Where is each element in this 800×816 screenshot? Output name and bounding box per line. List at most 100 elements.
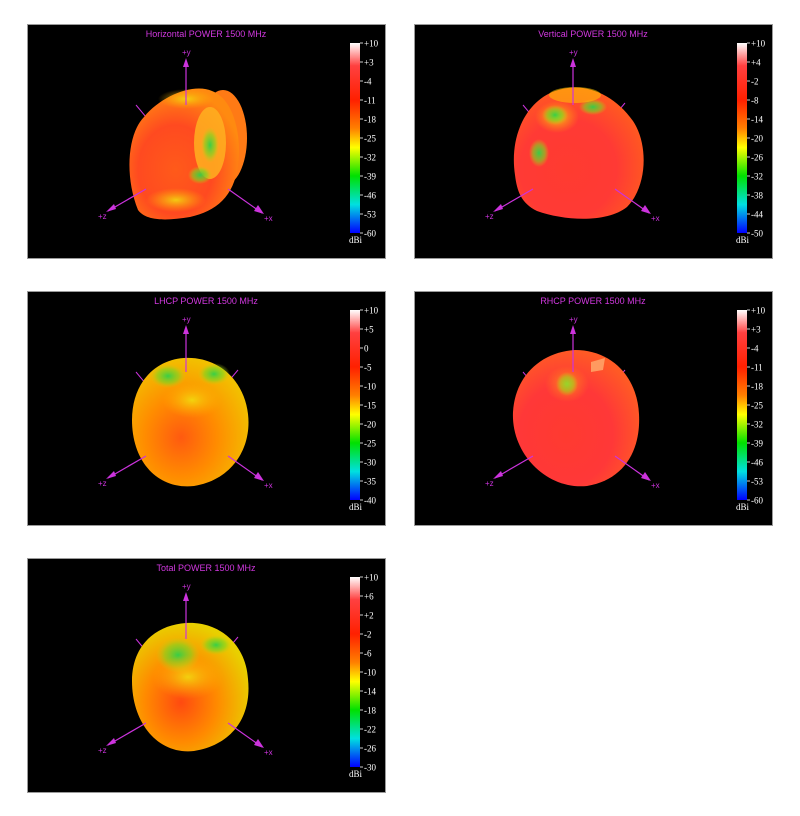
colorbar-tick-label: -18 xyxy=(364,706,376,716)
colorbar-tick-label: -10 xyxy=(364,668,376,678)
colorbar-tick-label: -25 xyxy=(364,134,376,144)
x-axis-label: +x xyxy=(264,748,273,757)
colorbar-tick-label: -44 xyxy=(751,210,763,220)
pattern-panel-lhcp: LHCP POWER 1500 MHz +y +z +x +10 +5 0 -5 -10 -15 -… xyxy=(27,291,386,526)
colorbar-tick-label: +10 xyxy=(364,39,379,49)
y-axis-arrow xyxy=(570,58,576,67)
colorbar-tick-label: +10 xyxy=(364,306,379,316)
colorbar-tick-label: +2 xyxy=(364,611,374,621)
x-axis-label: +x xyxy=(651,214,660,223)
z-axis-arrow xyxy=(493,204,503,212)
y-axis-arrow xyxy=(183,58,189,67)
z-axis-label: +z xyxy=(98,479,107,488)
axes: +y +z +x xyxy=(485,315,660,490)
radiation-pattern-surface xyxy=(132,357,249,487)
colorbar-gradient xyxy=(350,577,360,767)
colorbar-tick-label: +10 xyxy=(751,39,766,49)
z-axis-label: +z xyxy=(98,746,107,755)
colorbar-tick-label: +3 xyxy=(364,58,374,68)
colorbar-tick-label: -20 xyxy=(364,420,376,430)
colorbar-tick-label: -11 xyxy=(751,363,763,373)
radiation-pattern-surface xyxy=(129,88,247,220)
axes: +y +z +x xyxy=(98,582,273,757)
radiation-pattern-surface xyxy=(512,350,640,487)
colorbar-tick-label: -2 xyxy=(364,630,372,640)
x-axis-arrow xyxy=(254,205,264,214)
pattern-panel-rhcp: RHCP POWER 1500 MHz +y +z +x +10 +3 -4 -11 -18 -2… xyxy=(414,291,773,526)
colorbar-tick-label: -10 xyxy=(364,382,376,392)
y-axis-arrow xyxy=(183,592,189,601)
colorbar-tick-label: 0 xyxy=(364,344,369,354)
x-axis-arrow xyxy=(641,205,651,214)
y-axis-label: +y xyxy=(182,315,191,324)
colorbar-tick-label: -18 xyxy=(751,382,763,392)
colorbar-gradient xyxy=(350,310,360,500)
x-axis-label: +x xyxy=(651,481,660,490)
colorbar-gradient xyxy=(350,43,360,233)
radiation-pattern-surface xyxy=(513,87,644,219)
y-axis-label: +y xyxy=(569,315,578,324)
colorbar-tick-label: +6 xyxy=(364,592,374,602)
y-axis-arrow xyxy=(183,325,189,334)
colorbar-tick-label: -30 xyxy=(364,458,376,468)
colorbar-gradient xyxy=(737,310,747,500)
colorbar-unit-label: dBi xyxy=(736,235,750,245)
panel-title: Vertical POWER 1500 MHz xyxy=(538,29,648,39)
colorbar-tick-label: -8 xyxy=(751,96,759,106)
colorbar-tick-label: -30 xyxy=(364,763,376,773)
x-axis-label: +x xyxy=(264,481,273,490)
colorbar-tick-label: -39 xyxy=(364,172,376,182)
z-axis-arrow xyxy=(106,738,116,746)
z-axis-arrow xyxy=(493,471,503,479)
panel-title: RHCP POWER 1500 MHz xyxy=(540,296,646,306)
colorbar-tick-label: +10 xyxy=(364,573,379,583)
colorbar-tick-label: +10 xyxy=(751,306,766,316)
colorbar-tick-label: -39 xyxy=(751,439,763,449)
colorbar-tick-label: -46 xyxy=(751,458,763,468)
axes: +y +z +x xyxy=(98,315,273,490)
y-axis-label: +y xyxy=(182,582,191,591)
colorbar-tick-label: -46 xyxy=(364,191,376,201)
colorbar-tick-label: -25 xyxy=(751,401,763,411)
pattern-panel-vertical: Vertical POWER 1500 MHz +y +z +x +10 +4 -2 -8 -1… xyxy=(414,24,773,259)
x-axis-arrow xyxy=(254,472,264,481)
panel-title: LHCP POWER 1500 MHz xyxy=(154,296,258,306)
colorbar-tick-label: -22 xyxy=(364,725,376,735)
colorbar-tick-label: -25 xyxy=(364,439,376,449)
colorbar-tick-label: -14 xyxy=(364,687,376,697)
colorbar-tick-label: -26 xyxy=(751,153,763,163)
colorbar-tick-label: -32 xyxy=(751,420,763,430)
colorbar-tick-label: -18 xyxy=(364,115,376,125)
colorbar-tick-label: +5 xyxy=(364,325,374,335)
colorbar-tick-label: -6 xyxy=(364,649,372,659)
colorbar-tick-label: -60 xyxy=(751,496,763,506)
z-axis-label: +z xyxy=(98,212,107,221)
colorbar-tick-label: -53 xyxy=(364,210,376,220)
colorbar-tick-label: -32 xyxy=(751,172,763,182)
colorbar-tick-label: -26 xyxy=(364,744,376,754)
z-axis-label: +z xyxy=(485,212,494,221)
pattern-panel-total: Total POWER 1500 MHz +y +z +x +10 +6 +2 -2 -6 -10… xyxy=(27,558,386,793)
x-axis-arrow xyxy=(641,472,651,481)
colorbar-tick-label: -15 xyxy=(364,401,376,411)
colorbar-tick-label: -40 xyxy=(364,496,376,506)
z-axis-arrow xyxy=(106,471,116,479)
colorbar-tick-label: -2 xyxy=(751,77,759,87)
colorbar-tick-label: -53 xyxy=(751,477,763,487)
colorbar-tick-label: +4 xyxy=(751,58,761,68)
colorbar-tick-label: -5 xyxy=(364,363,372,373)
colorbar-tick-label: -4 xyxy=(751,344,759,354)
colorbar-unit-label: dBi xyxy=(349,502,363,512)
colorbar-tick-label: -14 xyxy=(751,115,763,125)
colorbar-tick-label: +3 xyxy=(751,325,761,335)
colorbar-unit-label: dBi xyxy=(736,502,750,512)
